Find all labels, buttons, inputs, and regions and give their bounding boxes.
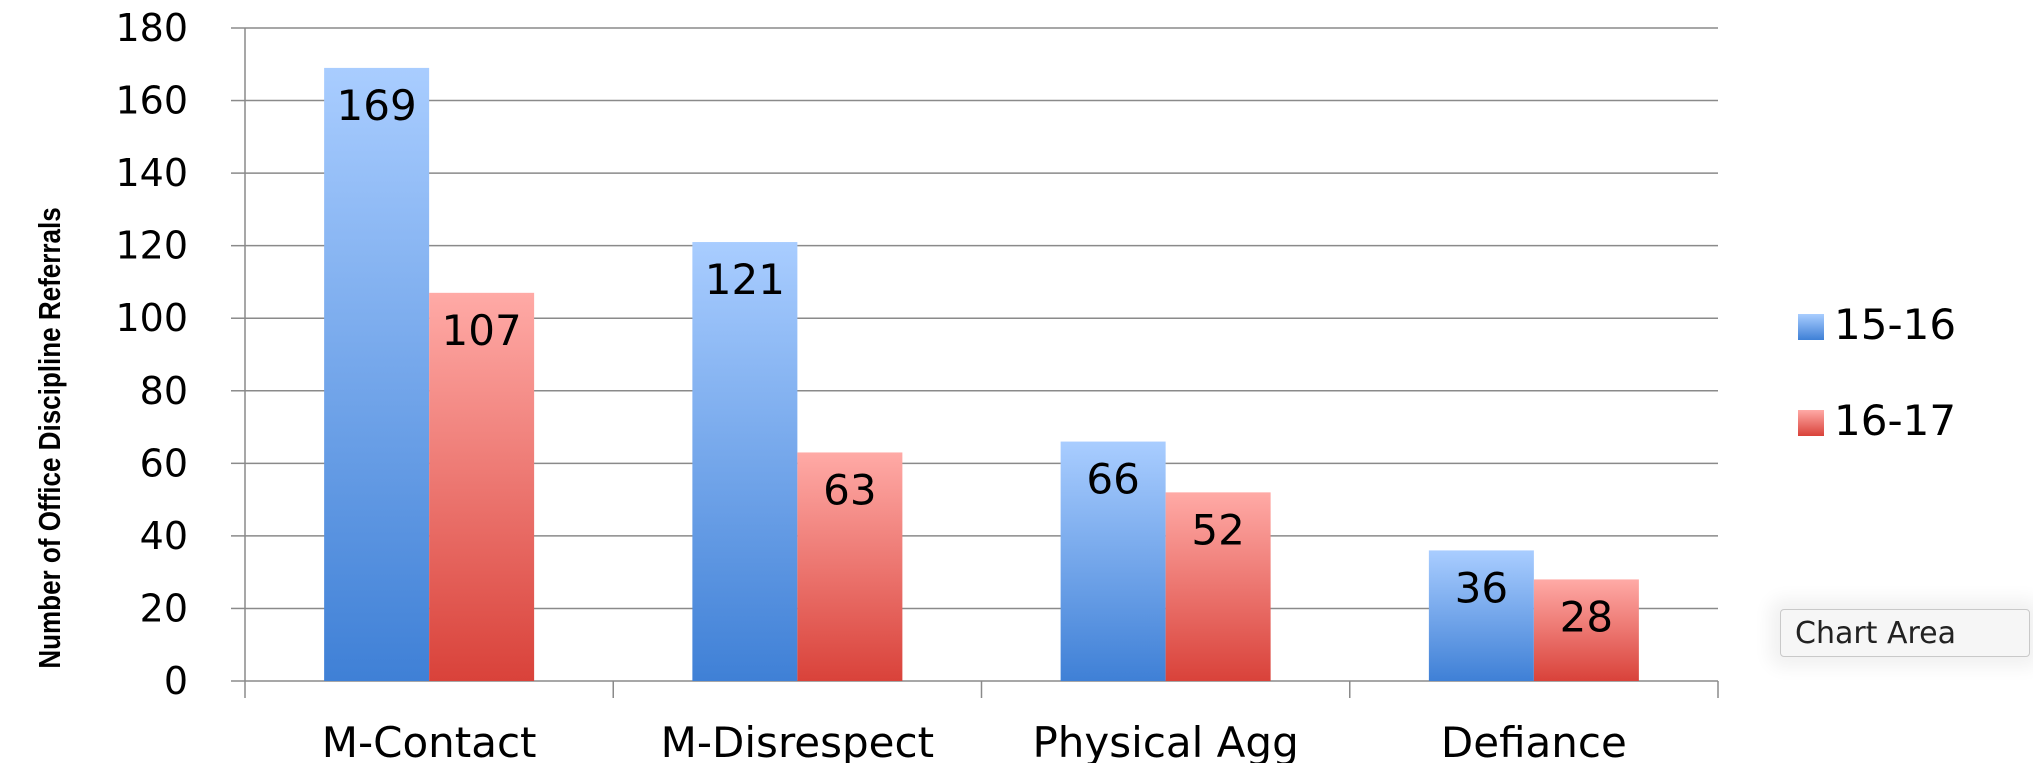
y-tick-label: 120 xyxy=(115,224,188,268)
y-tick-label: 20 xyxy=(140,586,188,630)
x-tick-label: Defiance xyxy=(1441,718,1627,763)
legend: 15-16 16-17 xyxy=(1798,300,1956,445)
y-tick-label: 160 xyxy=(115,79,188,123)
bars xyxy=(324,67,1639,682)
bar-16-17 xyxy=(1533,579,1639,681)
data-label: 121 xyxy=(705,255,785,304)
y-tick-label: 60 xyxy=(140,441,188,485)
data-label: 63 xyxy=(823,465,876,514)
bar-15-16 xyxy=(324,67,430,681)
data-label: 107 xyxy=(442,306,522,355)
bar-16-17 xyxy=(1165,492,1271,681)
legend-label: 16-17 xyxy=(1834,396,1956,445)
x-tick-label: M-Contact xyxy=(322,718,537,763)
axes: 0 20 40 60 80 100 120 140 160 180 M-Contact M-Disre… xyxy=(115,6,1719,763)
bar-16-17 xyxy=(429,292,535,681)
bar-15-16 xyxy=(1428,550,1534,681)
x-tick-label: M-Disrespect xyxy=(661,718,934,763)
data-label: 66 xyxy=(1086,455,1139,504)
y-tick-label: 80 xyxy=(140,369,188,413)
y-tick-label: 40 xyxy=(140,514,188,558)
x-tick-label: Physical Agg xyxy=(1032,718,1298,763)
y-tick-label: 0 xyxy=(164,659,188,703)
y-axis-label: Number of Office Discipline Referrals xyxy=(33,207,68,668)
data-label: 52 xyxy=(1191,505,1244,554)
data-label: 28 xyxy=(1560,592,1613,641)
data-label: 36 xyxy=(1455,563,1508,612)
data-labels: 169 107 121 63 66 52 36 28 xyxy=(337,81,1614,642)
y-tick-label: 140 xyxy=(115,151,188,195)
y-tick-label: 180 xyxy=(115,6,188,50)
bar-15-16 xyxy=(1060,441,1166,681)
chart-area-tooltip: Chart Area xyxy=(1780,609,2030,657)
legend-swatch xyxy=(1798,314,1824,340)
legend-label: 15-16 xyxy=(1834,300,1956,349)
bar-15-16 xyxy=(692,242,798,682)
y-tick-label: 100 xyxy=(115,296,188,340)
bar-16-17 xyxy=(797,452,903,681)
data-label: 169 xyxy=(337,81,417,130)
legend-swatch xyxy=(1798,410,1824,436)
